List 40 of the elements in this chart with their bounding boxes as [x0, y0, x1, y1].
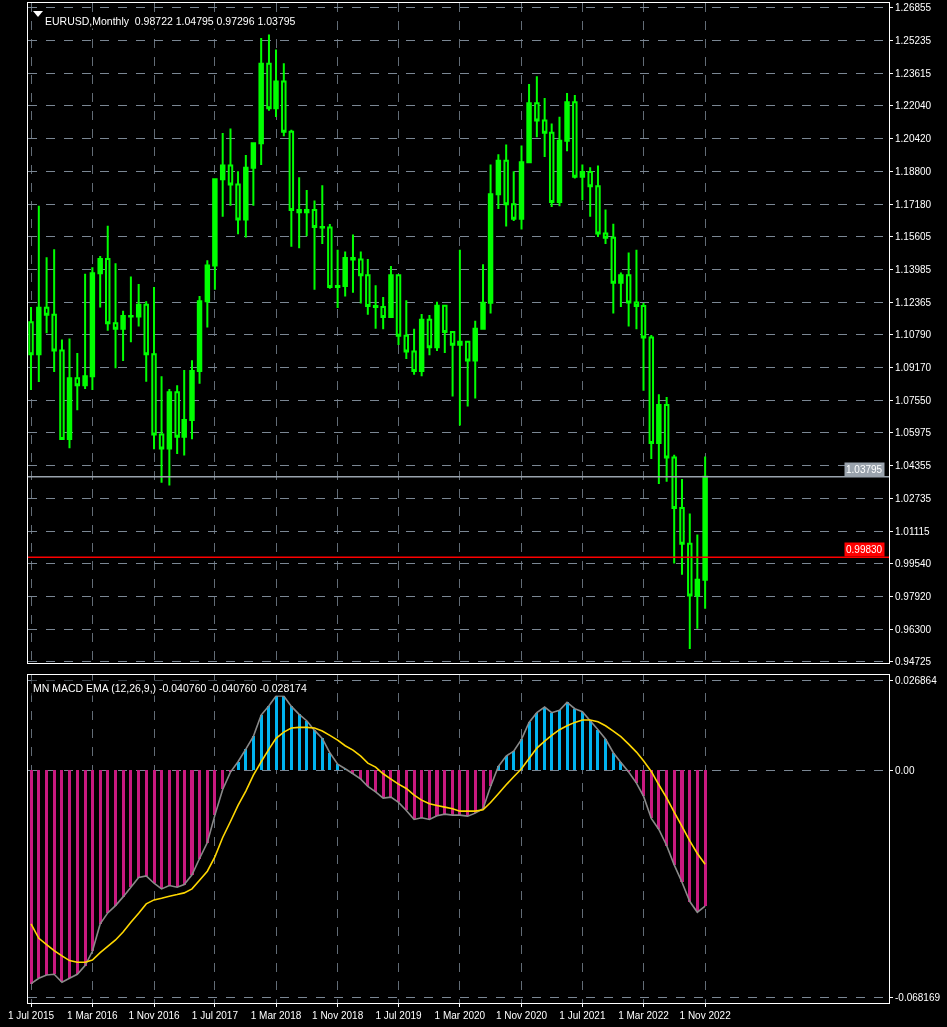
y-tick-label: 0.026864 — [895, 674, 938, 686]
x-tick-label: 1 Mar 2018 — [250, 1010, 302, 1021]
x-tick-label: 1 Nov 2020 — [495, 1010, 548, 1021]
y-tick-label: 1.23615 — [895, 68, 932, 80]
y-tick-label: 1.10790 — [895, 329, 932, 341]
ref-line-label: 0.99830 — [846, 544, 883, 555]
y-tick-label: 1.26855 — [895, 2, 932, 14]
x-tick-label: 1 Mar 2020 — [434, 1010, 486, 1021]
y-tick-label: 0.96300 — [895, 623, 932, 635]
y-tick-label: 1.12365 — [895, 297, 932, 309]
x-tick-label: 1 Jul 2021 — [559, 1010, 606, 1021]
x-tick-label: 1 Jul 2019 — [375, 1010, 423, 1021]
y-tick-label: 1.02735 — [895, 492, 932, 504]
y-tick-label: 1.07550 — [895, 394, 932, 406]
y-tick-label: -0.068169 — [895, 992, 941, 1004]
x-tick-label: 1 Nov 2016 — [128, 1010, 181, 1021]
y-tick-label: 1.01115 — [895, 525, 931, 537]
y-tick-label: 1.05975 — [895, 426, 932, 438]
text: MN MACD EMA (12,26,9,) -0.040760 -0.040760 -0.028174 — [33, 682, 307, 694]
y-tick-label: 1.18800 — [895, 166, 932, 178]
ref-line-label: 1.03795 — [846, 464, 883, 475]
y-tick-label: 0.97920 — [895, 590, 932, 602]
y-tick-label: 1.22040 — [895, 100, 932, 112]
y-tick-label: 1.13985 — [895, 264, 932, 276]
y-tick-label: 1.04355 — [895, 459, 932, 471]
x-tick-label: 1 Nov 2022 — [679, 1010, 732, 1021]
y-tick-label: 1.25235 — [895, 35, 932, 47]
x-tick-label: 1 Mar 2016 — [67, 1010, 119, 1021]
y-tick-label: 1.17180 — [895, 199, 932, 211]
y-tick-label: 1.15605 — [895, 231, 932, 243]
x-tick-label: 1 Nov 2018 — [312, 1010, 364, 1021]
x-tick-label: 1 Jul 2017 — [191, 1010, 239, 1021]
y-tick-label: 0.94725 — [895, 655, 932, 667]
y-tick-label: 1.09170 — [895, 361, 932, 373]
y-tick-label: 0.99540 — [895, 557, 932, 569]
x-tick-label: 1 Mar 2022 — [618, 1010, 670, 1021]
x-tick-label: 1 Jul 2015 — [7, 1010, 55, 1021]
y-tick-label: 1.20420 — [895, 133, 932, 145]
text: EURUSD,Monthly 0.98722 1.04795 0.97296 1.03795 — [45, 15, 296, 27]
y-tick-label: 0.00 — [895, 764, 915, 776]
